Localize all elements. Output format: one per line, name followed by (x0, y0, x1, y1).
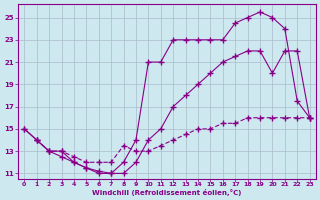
X-axis label: Windchill (Refroidissement éolien,°C): Windchill (Refroidissement éolien,°C) (92, 189, 242, 196)
